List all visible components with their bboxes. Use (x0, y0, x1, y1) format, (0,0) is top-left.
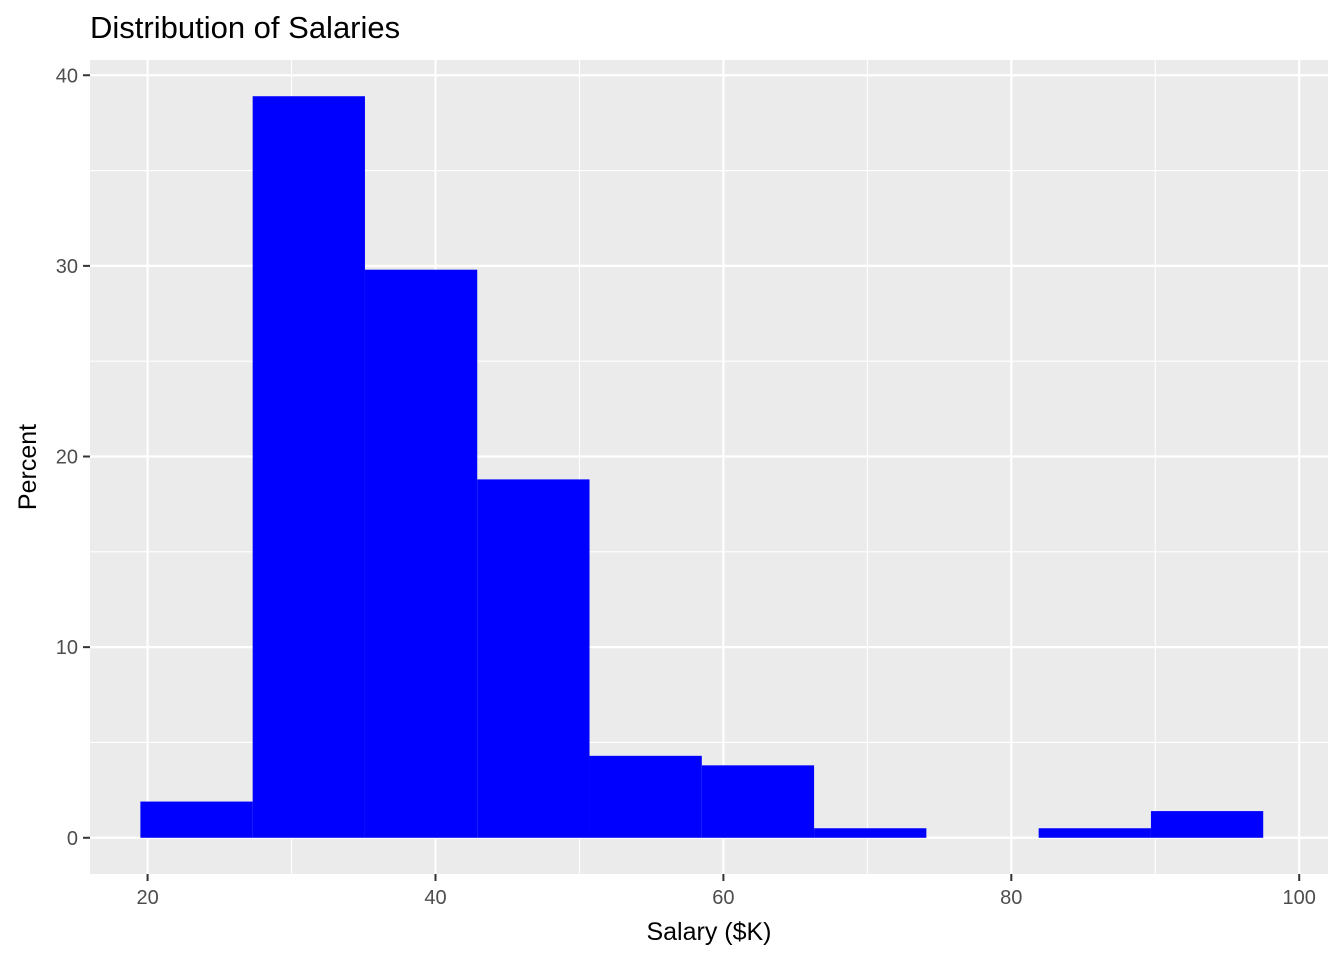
y-tick-label: 10 (56, 637, 78, 659)
histogram-bar (701, 765, 815, 838)
y-tick-label: 0 (67, 828, 78, 850)
histogram-bars (140, 96, 1264, 838)
x-tick-label: 80 (1000, 887, 1022, 909)
histogram-bar (589, 755, 702, 838)
x-tick-label: 20 (136, 887, 158, 909)
x-tick-label: 40 (424, 887, 446, 909)
y-axis: 0 10 20 30 40 (56, 65, 90, 850)
y-tick-label: 30 (56, 256, 78, 278)
y-tick-label: 40 (56, 65, 78, 87)
histogram-bar (1038, 828, 1151, 838)
y-axis-title: Percent (14, 424, 42, 510)
histogram-bar (1150, 811, 1264, 838)
x-axis-title: Salary ($K) (646, 918, 771, 946)
histogram-bar (140, 801, 253, 838)
x-tick-label: 100 (1283, 887, 1316, 909)
y-tick-label: 20 (56, 447, 78, 469)
chart-title: Distribution of Salaries (90, 10, 401, 45)
histogram-bar (364, 269, 478, 838)
x-tick-label: 60 (712, 887, 734, 909)
x-axis: 20 40 60 80 100 (136, 874, 1316, 909)
histogram-bar (477, 479, 590, 838)
histogram-bar (814, 828, 927, 838)
histogram-bar (252, 96, 365, 838)
